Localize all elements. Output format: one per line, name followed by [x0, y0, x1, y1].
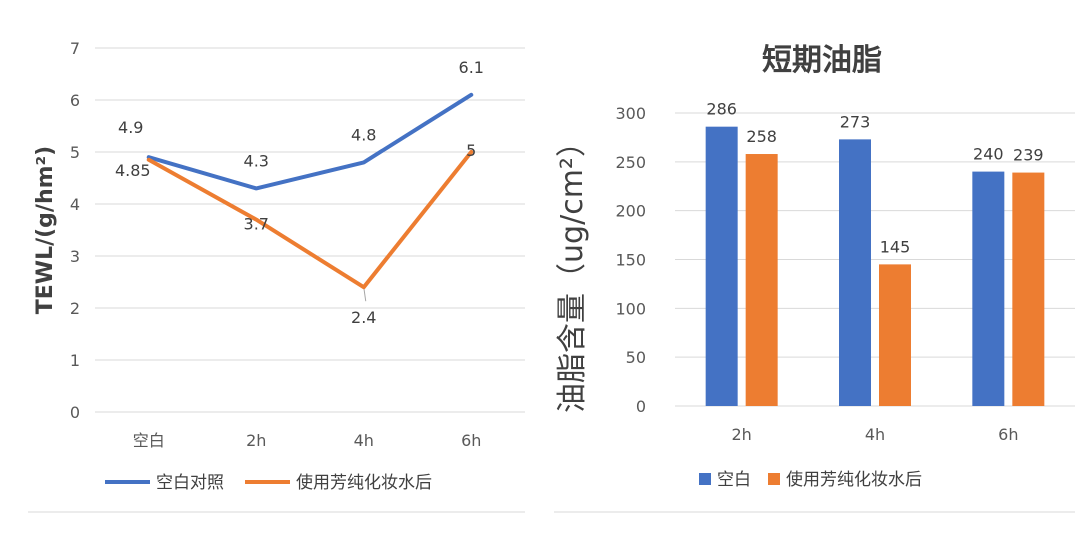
y-tick-label: 100	[615, 299, 646, 318]
legend-swatch	[768, 473, 780, 485]
legend-label: 使用芳纯化妆水后	[786, 469, 922, 490]
data-label: 4.8	[351, 125, 376, 144]
y-tick-label: 300	[615, 104, 646, 123]
y-tick-label: 0	[70, 403, 80, 422]
data-label: 4.3	[244, 151, 269, 170]
legend-swatch	[699, 473, 711, 485]
y-tick-label: 0	[636, 397, 646, 416]
data-label: 240	[973, 145, 1004, 164]
bar	[839, 139, 871, 406]
y-tick-label: 2	[70, 299, 80, 318]
oil-bar-chart-panel: 短期油脂 0 50 100 150 200 250 300 2h 4h 6h 油脂含量（ug/cm²）…	[540, 0, 1080, 540]
bar	[1012, 172, 1045, 406]
y-tick-label: 50	[626, 348, 646, 367]
tewl-line-chart-panel: 0 1 2 3 4 5 6 7 空白 2h 4h 6h TEWL/(g/hm²) 4.9 4.3 4.8 6.1…	[28, 39, 525, 513]
x-tick-label: 空白	[133, 431, 165, 450]
x-tick-label: 6h	[998, 425, 1018, 444]
bar	[745, 154, 778, 406]
data-label: 4.85	[115, 161, 151, 180]
data-label-leader	[363, 287, 367, 302]
x-tick-label: 4h	[865, 425, 885, 444]
data-label: 3.7	[244, 215, 269, 234]
data-label: 239	[1013, 146, 1044, 165]
bar	[879, 264, 911, 406]
data-label: 258	[746, 127, 777, 146]
oil-bar-chart: 短期油脂 0 50 100 150 200 250 300 2h 4h 6h 油脂含量（ug/cm²）…	[554, 43, 1075, 513]
legend-label: 空白	[717, 470, 751, 490]
y-tick-label: 200	[615, 202, 646, 221]
data-label: 286	[706, 100, 737, 119]
y-tick-label: 6	[70, 91, 80, 110]
series-line-blank-control	[146, 92, 474, 191]
y-tick-label: 150	[615, 251, 646, 270]
y-axis-title: TEWL/(g/hm²)	[33, 146, 58, 314]
legend-label: 空白对照	[156, 473, 224, 493]
data-label: 273	[840, 112, 871, 131]
data-label: 6.1	[459, 58, 484, 77]
chart-title: 短期油脂	[762, 43, 882, 78]
y-axis-title: 油脂含量（ug/cm²）	[555, 127, 590, 413]
bar	[972, 171, 1005, 406]
bar	[705, 126, 738, 406]
x-tick-label: 4h	[354, 431, 374, 450]
data-label: 2.4	[351, 308, 376, 327]
y-tick-label: 250	[615, 153, 646, 172]
y-tick-label: 4	[70, 195, 80, 214]
y-tick-label: 7	[70, 39, 80, 58]
legend-label: 使用芳纯化妆水后	[296, 472, 432, 493]
y-tick-label: 3	[70, 247, 80, 266]
x-tick-label: 2h	[732, 425, 752, 444]
data-label: 145	[880, 237, 911, 256]
y-tick-label: 5	[70, 143, 80, 162]
x-tick-label: 2h	[246, 431, 266, 450]
y-tick-label: 1	[70, 351, 80, 370]
data-label: 5	[466, 141, 476, 160]
tewl-line-chart: 0 1 2 3 4 5 6 7 空白 2h 4h 6h TEWL/(g/hm²) 4.9 4.3 4.8 6.1…	[28, 39, 525, 513]
data-label: 4.9	[118, 118, 143, 137]
series-line-after-toner	[146, 150, 474, 290]
x-tick-label: 6h	[461, 431, 481, 450]
